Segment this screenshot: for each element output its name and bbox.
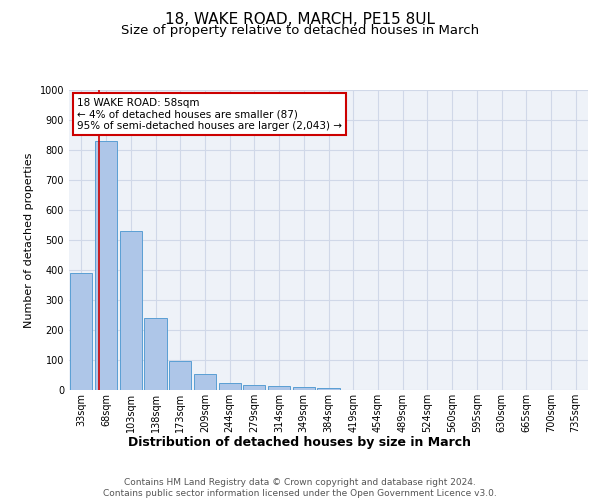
Bar bbox=[293, 387, 315, 390]
Bar bbox=[218, 384, 241, 390]
Bar bbox=[70, 273, 92, 390]
Text: 18, WAKE ROAD, MARCH, PE15 8UL: 18, WAKE ROAD, MARCH, PE15 8UL bbox=[165, 12, 435, 28]
Text: Contains HM Land Registry data © Crown copyright and database right 2024.
Contai: Contains HM Land Registry data © Crown c… bbox=[103, 478, 497, 498]
Bar bbox=[169, 361, 191, 390]
Bar bbox=[317, 388, 340, 390]
Text: Size of property relative to detached houses in March: Size of property relative to detached ho… bbox=[121, 24, 479, 37]
Bar bbox=[119, 231, 142, 390]
Bar bbox=[95, 141, 117, 390]
Bar bbox=[268, 386, 290, 390]
Text: 18 WAKE ROAD: 58sqm
← 4% of detached houses are smaller (87)
95% of semi-detache: 18 WAKE ROAD: 58sqm ← 4% of detached hou… bbox=[77, 98, 342, 130]
Text: Distribution of detached houses by size in March: Distribution of detached houses by size … bbox=[128, 436, 472, 449]
Bar bbox=[194, 374, 216, 390]
Y-axis label: Number of detached properties: Number of detached properties bbox=[24, 152, 34, 328]
Bar bbox=[145, 318, 167, 390]
Bar bbox=[243, 384, 265, 390]
